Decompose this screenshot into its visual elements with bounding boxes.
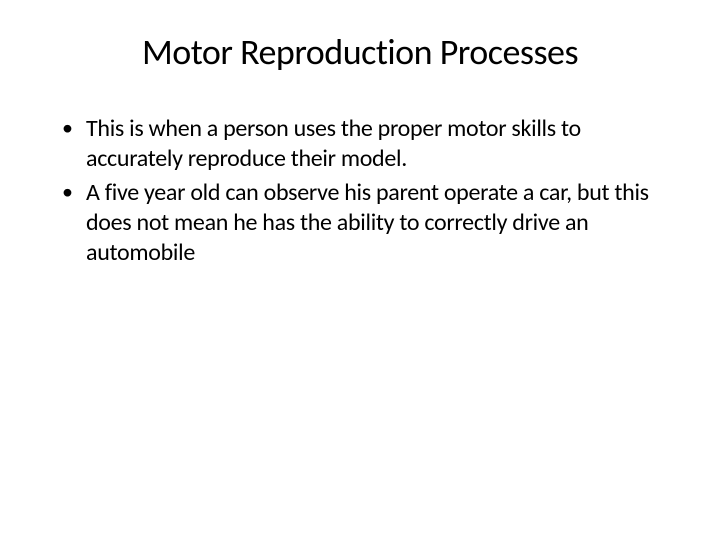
- slide-container: Motor Reproduction Processes This is whe…: [0, 0, 720, 540]
- bullet-list: This is when a person uses the proper mo…: [50, 114, 670, 268]
- bullet-item: This is when a person uses the proper mo…: [58, 114, 670, 174]
- slide-title: Motor Reproduction Processes: [50, 30, 670, 74]
- bullet-item: A five year old can observe his parent o…: [58, 178, 670, 268]
